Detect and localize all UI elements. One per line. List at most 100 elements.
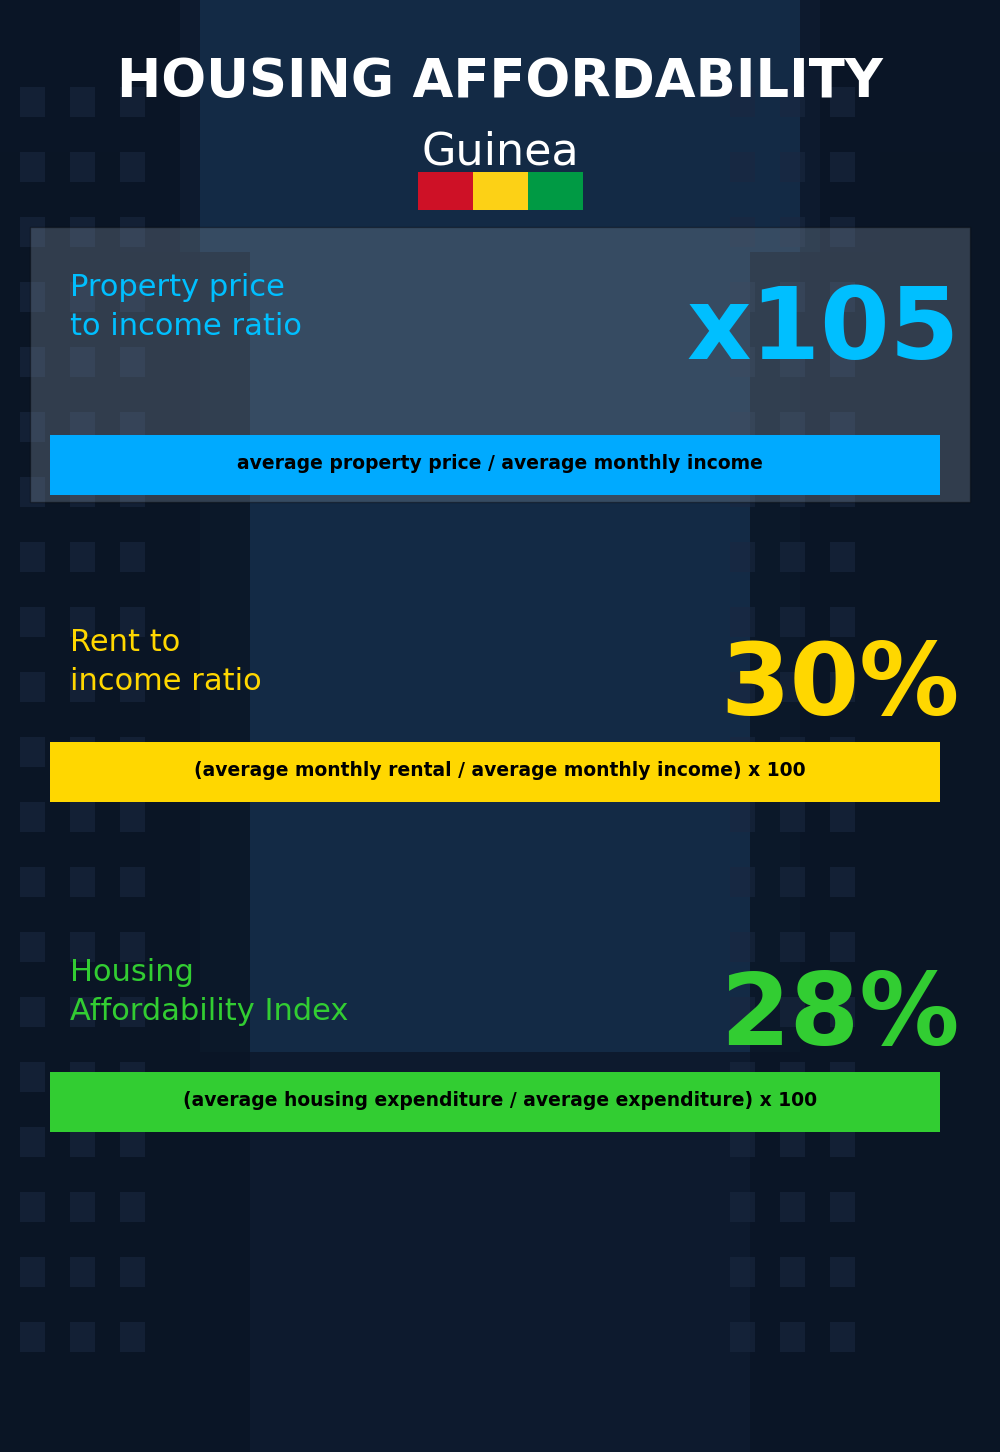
- Bar: [780, 347, 805, 378]
- Bar: [830, 542, 855, 572]
- Bar: [0, 152, 120, 1452]
- Bar: [120, 1321, 145, 1352]
- Bar: [780, 87, 805, 118]
- Bar: [780, 998, 805, 1027]
- Bar: [780, 216, 805, 247]
- Bar: [70, 87, 95, 118]
- Bar: [730, 738, 755, 767]
- Bar: [730, 412, 755, 441]
- Bar: [780, 542, 805, 572]
- Text: average property price / average monthly income: average property price / average monthly…: [237, 454, 763, 473]
- Bar: [120, 1192, 145, 1223]
- Bar: [20, 672, 45, 701]
- Bar: [120, 802, 145, 832]
- Text: Guinea: Guinea: [421, 131, 579, 173]
- Bar: [780, 932, 805, 963]
- Bar: [780, 1192, 805, 1223]
- Bar: [120, 282, 145, 312]
- Bar: [70, 672, 95, 701]
- Bar: [830, 998, 855, 1027]
- Text: 28%: 28%: [721, 968, 960, 1066]
- Bar: [20, 347, 45, 378]
- Text: HOUSING AFFORDABILITY: HOUSING AFFORDABILITY: [117, 57, 883, 107]
- Bar: [830, 152, 855, 182]
- Bar: [780, 282, 805, 312]
- Bar: [120, 867, 145, 897]
- Bar: [70, 542, 95, 572]
- Bar: [730, 998, 755, 1027]
- Bar: [730, 1127, 755, 1157]
- Bar: [120, 738, 145, 767]
- Bar: [820, 0, 1000, 1452]
- Bar: [20, 1127, 45, 1157]
- Bar: [780, 1321, 805, 1352]
- Bar: [20, 1061, 45, 1092]
- Bar: [70, 478, 95, 507]
- Bar: [830, 672, 855, 701]
- Bar: [830, 738, 855, 767]
- Bar: [120, 216, 145, 247]
- Bar: [20, 1321, 45, 1352]
- Bar: [830, 216, 855, 247]
- Bar: [830, 1257, 855, 1286]
- Bar: [120, 998, 145, 1027]
- Text: 30%: 30%: [721, 639, 960, 736]
- Bar: [0, 253, 250, 1452]
- Text: x105: x105: [687, 283, 960, 380]
- Bar: [830, 932, 855, 963]
- Bar: [830, 867, 855, 897]
- Bar: [730, 87, 755, 118]
- Bar: [20, 282, 45, 312]
- Bar: [200, 0, 800, 1053]
- Bar: [780, 1127, 805, 1157]
- Bar: [50, 1072, 940, 1133]
- Bar: [730, 607, 755, 637]
- Bar: [120, 412, 145, 441]
- Text: (average monthly rental / average monthly income) x 100: (average monthly rental / average monthl…: [194, 761, 806, 781]
- Bar: [20, 998, 45, 1027]
- Bar: [780, 672, 805, 701]
- Bar: [730, 478, 755, 507]
- Bar: [120, 1257, 145, 1286]
- Bar: [20, 1257, 45, 1286]
- Bar: [20, 216, 45, 247]
- Bar: [730, 672, 755, 701]
- Bar: [70, 738, 95, 767]
- Bar: [830, 1192, 855, 1223]
- Bar: [20, 542, 45, 572]
- Bar: [20, 478, 45, 507]
- Bar: [730, 1061, 755, 1092]
- Bar: [730, 282, 755, 312]
- Text: Property price
to income ratio: Property price to income ratio: [70, 273, 302, 341]
- Bar: [780, 152, 805, 182]
- Bar: [830, 1321, 855, 1352]
- Bar: [473, 171, 528, 211]
- Bar: [780, 1257, 805, 1286]
- Bar: [70, 1127, 95, 1157]
- Bar: [780, 478, 805, 507]
- Bar: [830, 607, 855, 637]
- Bar: [830, 347, 855, 378]
- Bar: [120, 347, 145, 378]
- Bar: [418, 171, 473, 211]
- Bar: [780, 738, 805, 767]
- Bar: [730, 1192, 755, 1223]
- Bar: [830, 87, 855, 118]
- Bar: [780, 867, 805, 897]
- Bar: [750, 253, 1000, 1452]
- Bar: [780, 1061, 805, 1092]
- Text: Rent to
income ratio: Rent to income ratio: [70, 629, 262, 696]
- Bar: [70, 1257, 95, 1286]
- Bar: [20, 867, 45, 897]
- Bar: [70, 607, 95, 637]
- Bar: [730, 152, 755, 182]
- Text: Housing
Affordability Index: Housing Affordability Index: [70, 958, 348, 1025]
- Bar: [70, 998, 95, 1027]
- Bar: [70, 1061, 95, 1092]
- Bar: [70, 867, 95, 897]
- Bar: [880, 152, 1000, 1452]
- Bar: [528, 171, 583, 211]
- Bar: [120, 152, 145, 182]
- Bar: [830, 1061, 855, 1092]
- Text: (average housing expenditure / average expenditure) x 100: (average housing expenditure / average e…: [183, 1092, 817, 1111]
